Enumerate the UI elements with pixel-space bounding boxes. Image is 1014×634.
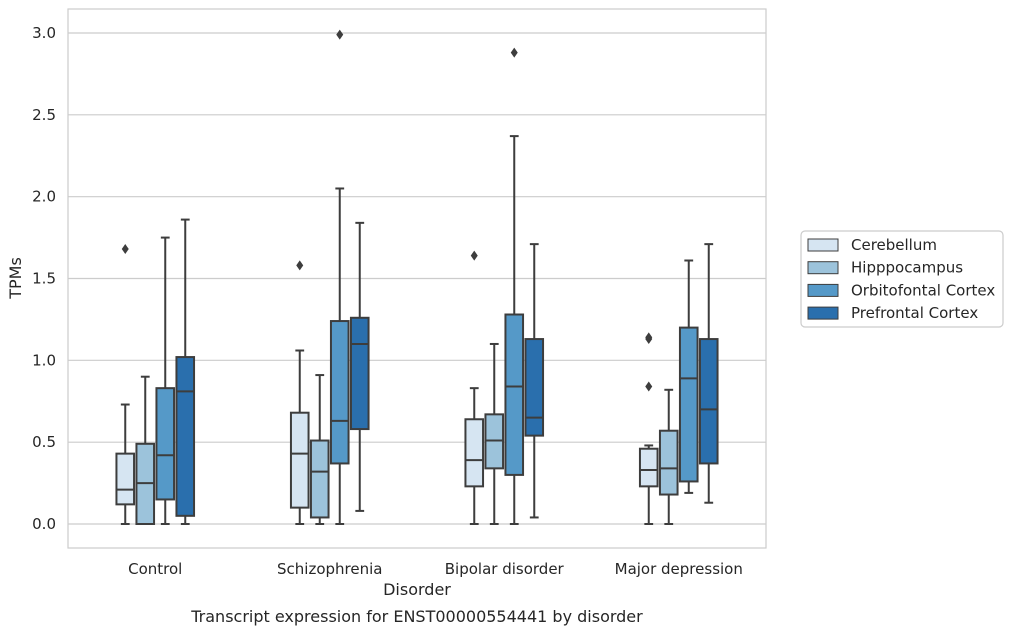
x-tick-label: Schizophrenia xyxy=(277,560,382,578)
box-iqr xyxy=(464,418,485,488)
legend-label: Hipppocampus xyxy=(851,259,963,277)
box-2-1 xyxy=(484,342,505,525)
box-3-2 xyxy=(678,259,699,494)
box-iqr xyxy=(349,316,370,431)
legend-swatch xyxy=(807,306,839,320)
outlier-point xyxy=(645,332,653,343)
outlier-point xyxy=(121,244,129,255)
legend: Cerebellum Hipppocampus Orbitofontal Corte… xyxy=(800,230,1004,328)
y-tick-label: 2.0 xyxy=(32,188,56,206)
box-3-3 xyxy=(698,243,719,504)
y-tick-label: 1.0 xyxy=(32,351,56,369)
chart-caption: Transcript expression for ENST0000055444… xyxy=(190,607,643,626)
outlier-point xyxy=(470,250,478,261)
box-iqr xyxy=(658,429,679,496)
box-2-0 xyxy=(464,250,485,525)
box-0-2 xyxy=(155,236,176,525)
legend-label: Orbitofontal Cortex xyxy=(851,281,995,299)
box-0-1 xyxy=(135,375,156,526)
box-1-0 xyxy=(289,260,310,525)
box-iqr xyxy=(504,313,525,476)
legend-label: Prefrontal Cortex xyxy=(851,304,978,322)
box-3-1 xyxy=(658,388,679,525)
legend-label: Cerebellum xyxy=(851,236,937,254)
x-axis-label: Disorder xyxy=(383,580,451,599)
box-3-0 xyxy=(638,332,659,525)
box-iqr xyxy=(309,439,330,519)
box-iqr xyxy=(329,320,350,465)
box-iqr xyxy=(175,356,196,517)
legend-swatch xyxy=(807,238,839,252)
x-tick-label: Major depression xyxy=(615,560,743,578)
y-tick-label: 1.5 xyxy=(32,270,56,288)
outlier-point xyxy=(510,47,518,58)
box-iqr xyxy=(678,326,699,483)
x-axis-ticks: Control Schizophrenia Bipolar disorder Majo… xyxy=(128,560,743,578)
y-tick-label: 3.0 xyxy=(32,24,56,42)
box-1-1 xyxy=(309,374,330,525)
y-axis-ticks: 0.0 0.5 1.0 1.5 2.0 2.5 3.0 xyxy=(32,24,56,533)
legend-frame xyxy=(800,230,1004,328)
box-iqr xyxy=(698,338,719,465)
boxes-layer xyxy=(115,29,719,526)
box-iqr xyxy=(289,411,310,509)
outlier-point xyxy=(645,381,653,392)
y-tick-label: 2.5 xyxy=(32,106,56,124)
box-0-3 xyxy=(175,218,196,525)
box-1-3 xyxy=(349,221,370,512)
outlier-point xyxy=(296,260,304,271)
x-tick-label: Control xyxy=(128,560,182,578)
legend-swatch xyxy=(807,261,839,275)
outlier-point xyxy=(336,29,344,40)
box-iqr xyxy=(115,452,136,506)
x-tick-label: Bipolar disorder xyxy=(445,560,565,578)
box-2-2 xyxy=(504,47,525,525)
box-1-2 xyxy=(329,29,350,525)
y-tick-label: 0.0 xyxy=(32,515,56,533)
legend-swatch xyxy=(807,283,839,297)
y-tick-label: 0.5 xyxy=(32,433,56,451)
box-2-3 xyxy=(524,243,545,519)
box-iqr xyxy=(155,387,176,501)
y-axis-label: TPMs xyxy=(6,257,25,300)
box-iqr xyxy=(638,447,659,488)
box-0-0 xyxy=(115,244,136,525)
box-iqr xyxy=(524,338,545,437)
plot-area-frame xyxy=(67,8,767,549)
